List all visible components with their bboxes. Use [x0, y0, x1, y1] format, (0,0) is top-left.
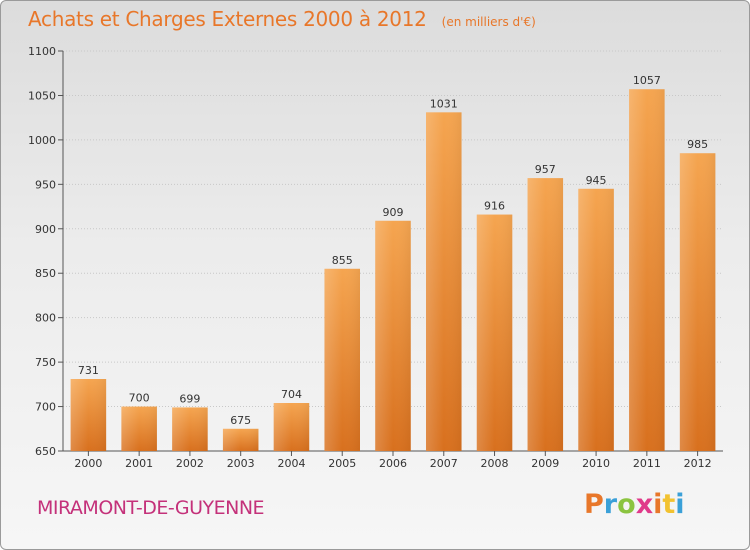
bar-shine	[426, 112, 462, 451]
value-label: 945	[586, 174, 607, 187]
y-tick-label: 800	[35, 312, 56, 325]
bar-shine	[679, 153, 716, 451]
value-label: 855	[332, 254, 353, 267]
logo-letter: i	[675, 489, 685, 520]
x-tick-label: 2002	[176, 457, 204, 470]
value-label: 957	[535, 163, 556, 176]
bar-shine	[578, 188, 614, 451]
value-label: 985	[687, 138, 708, 151]
bar-shine	[476, 214, 513, 451]
value-label: 731	[78, 364, 99, 377]
x-tick-label: 2008	[481, 457, 509, 470]
y-tick-label: 750	[35, 356, 56, 369]
y-tick-label: 1050	[28, 89, 56, 102]
bars	[70, 89, 716, 451]
logo-letter: i	[653, 489, 663, 520]
x-tick-label: 2005	[328, 457, 356, 470]
y-tick-label: 1100	[28, 45, 56, 58]
chart-unit-text: (en milliers d'€)	[441, 15, 536, 29]
y-tick-label: 1000	[28, 134, 56, 147]
x-tick-label: 2011	[633, 457, 661, 470]
labels: 650 700 750 800 850 900 950 1000 1050 1100 731 2000…	[28, 45, 712, 470]
bar-shine	[375, 220, 411, 451]
x-tick-label: 2004	[277, 457, 305, 470]
value-label: 1057	[633, 74, 661, 87]
bar-shine	[273, 403, 310, 451]
x-tick-label: 2012	[684, 457, 712, 470]
x-tick-label: 2009	[531, 457, 559, 470]
bar-shine	[527, 178, 564, 451]
value-label: 675	[230, 414, 251, 427]
x-tick-label: 2006	[379, 457, 407, 470]
x-tick-label: 2010	[582, 457, 610, 470]
bar-shine	[70, 379, 107, 451]
y-tick-label: 850	[35, 267, 56, 280]
proxiti-logo[interactable]: Proxiti	[584, 489, 685, 520]
chart-title: Achats et Charges Externes 2000 à 2012 (…	[28, 7, 536, 31]
bar-shine	[222, 428, 259, 451]
y-tick-label: 950	[35, 178, 56, 191]
x-tick-label: 2007	[430, 457, 458, 470]
value-label: 916	[484, 200, 505, 213]
bar-shine	[324, 268, 360, 451]
x-tick-label: 2000	[74, 457, 102, 470]
value-label: 909	[383, 206, 404, 219]
value-label: 699	[179, 392, 200, 405]
bar-shine	[629, 89, 665, 451]
y-tick-label: 700	[35, 401, 56, 414]
bar-shine	[172, 407, 208, 451]
logo-letter: r	[603, 489, 618, 520]
commune-name: MIRAMONT-DE-GUYENNE	[37, 497, 265, 519]
y-tick-label: 650	[35, 445, 56, 458]
logo-letter: x	[635, 489, 654, 520]
x-tick-label: 2001	[125, 457, 153, 470]
x-tick-label: 2003	[227, 457, 255, 470]
chart-title-text: Achats et Charges Externes 2000 à 2012	[28, 7, 427, 31]
logo-letter: P	[584, 489, 604, 520]
logo-letter: t	[662, 489, 676, 520]
value-label: 1031	[430, 97, 458, 110]
bar-shine	[121, 406, 157, 451]
logo-letter: o	[617, 489, 636, 520]
value-label: 700	[129, 392, 150, 405]
y-tick-label: 900	[35, 223, 56, 236]
value-label: 704	[281, 388, 302, 401]
